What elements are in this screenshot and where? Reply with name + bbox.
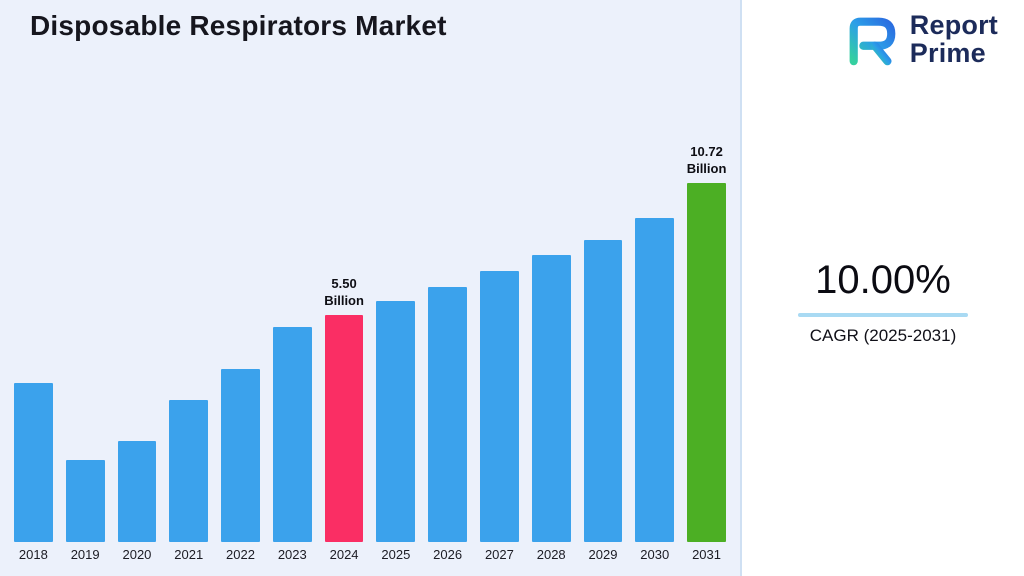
report-prime-logo-icon <box>849 17 896 65</box>
bar-value-label-2031: 10.72 Billion <box>686 144 727 177</box>
bar-2026 <box>428 287 468 542</box>
year-label-2018: 2018 <box>18 547 48 562</box>
logo-text-line2: Prime <box>909 37 986 68</box>
cagr-block: 10.00% CAGR (2025-2031) <box>742 258 1024 346</box>
bar-column-2028: 2028 <box>531 126 571 562</box>
year-label-2022: 2022 <box>226 547 255 562</box>
year-label-2025: 2025 <box>381 547 411 562</box>
page-title: Disposable Respirators Market <box>30 10 447 41</box>
bar-column-2021: 2021 <box>169 126 209 562</box>
bar-column-2027: 2027 <box>480 126 519 562</box>
cagr-underline <box>798 313 968 317</box>
bar-2027 <box>480 271 519 542</box>
bar-value-label-2024: 5.50 Billion <box>324 276 364 309</box>
panel-divider <box>740 0 742 576</box>
logo-text: Report Prime <box>909 10 998 68</box>
bar-2025 <box>376 301 416 542</box>
bar-2024 <box>324 315 364 542</box>
bar-2028 <box>531 255 571 542</box>
logo-text-line1: Report <box>909 10 998 40</box>
bar-2018 <box>14 383 53 542</box>
year-label-2027: 2027 <box>484 547 514 562</box>
year-label-2024: 2024 <box>329 547 359 562</box>
year-label-2021: 2021 <box>174 547 204 562</box>
bar-column-2024: 5.50 Billion 2024 <box>324 126 364 562</box>
cagr-label: CAGR (2025-2031) <box>809 326 957 345</box>
year-label-2023: 2023 <box>277 547 307 562</box>
bar-2021 <box>169 400 209 542</box>
bar-column-2029: 2029 <box>583 126 623 562</box>
bar-column-2026: 2026 <box>428 126 468 562</box>
year-label-2030: 2030 <box>640 547 670 562</box>
bar-2029 <box>583 240 623 542</box>
bar-column-2020: 2020 <box>117 126 157 562</box>
bar-chart: 2018 2019 2020 2021 2022 2023 5.50 Billion 2024 2… <box>14 126 726 562</box>
bar-column-2022: 2022 <box>221 126 260 562</box>
bar-2030 <box>635 218 675 542</box>
bar-column-2030: 2030 <box>635 126 675 562</box>
bar-2022 <box>221 369 260 542</box>
logo: Report Prime <box>843 10 998 68</box>
bar-2031 <box>687 183 726 542</box>
bar-2023 <box>272 327 312 542</box>
year-label-2026: 2026 <box>433 547 463 562</box>
year-label-2029: 2029 <box>588 547 618 562</box>
bar-column-2019: 2019 <box>65 126 105 562</box>
right-panel: Report Prime 10.00% CAGR (2025-2031) <box>742 0 1024 576</box>
year-label-2020: 2020 <box>122 547 152 562</box>
bar-column-2025: 2025 <box>376 126 416 562</box>
bar-2019 <box>65 460 105 542</box>
year-label-2031: 2031 <box>692 547 721 562</box>
bar-2020 <box>117 441 157 542</box>
year-label-2019: 2019 <box>70 547 100 562</box>
bar-column-2018: 2018 <box>14 126 53 562</box>
bar-column-2023: 2023 <box>272 126 312 562</box>
cagr-value: 10.00% <box>815 258 951 302</box>
year-label-2028: 2028 <box>536 547 566 562</box>
bar-column-2031: 10.72 Billion 2031 <box>686 126 727 562</box>
